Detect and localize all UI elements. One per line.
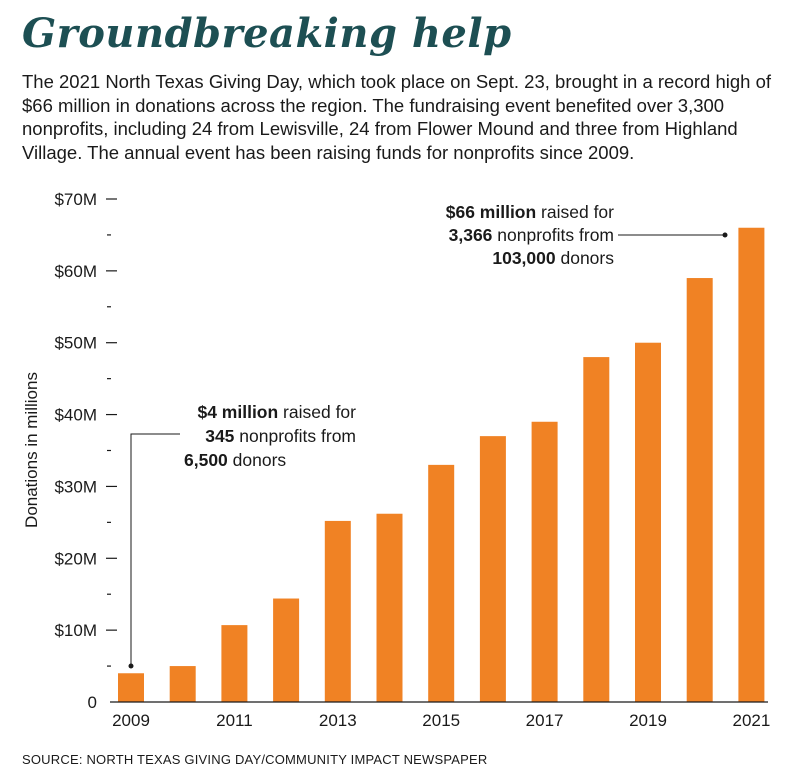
y-tick-label: 0 [88,693,97,712]
annotation-2009-line2: 345 nonprofits from [205,426,356,446]
bar-2014 [376,513,403,702]
bar-2020 [686,278,713,702]
y-tick-label: $60M [54,262,97,281]
annotation-2021-line1: $66 million raised for [446,202,614,222]
annotation-2021: $66 million raised for 3,366 nonprofits … [446,202,728,268]
bar-2016 [479,436,506,702]
annotation-2009: $4 million raised for 345 nonprofits fro… [128,402,356,669]
bars [118,227,765,702]
x-tick-label: 2009 [112,711,150,730]
x-tick-label: 2017 [526,711,564,730]
bar-2010 [169,666,196,702]
annotation-2009-dot [128,663,134,669]
x-tick-label: 2015 [422,711,460,730]
bar-2018 [583,357,610,702]
y-axis-label: Donations in millions [22,372,41,528]
bar-2009 [118,673,144,702]
bar-2013 [324,520,351,702]
annotation-2009-line3: 6,500 donors [184,450,286,470]
annotation-2021-line3: 103,000 donors [492,248,614,268]
annotation-2021-line2: 3,366 nonprofits from [449,225,614,245]
bar-2017 [531,421,558,702]
y-tick-label: $20M [54,549,97,568]
y-axis: 0 $10M $20M $30M $40M $50M $60M $70M [54,190,117,712]
chart-description: The 2021 North Texas Giving Day, which t… [22,71,772,163]
annotation-2009-leader [130,433,180,665]
annotation-2021-dot [722,232,728,238]
annotation-2009-line1: $4 million raised for [197,402,356,422]
bar-2021 [738,227,765,702]
y-tick-label: $70M [54,190,97,209]
x-tick-label: 2021 [732,711,770,730]
x-tick-label: 2011 [216,711,253,730]
y-tick-label: $30M [54,477,97,496]
y-tick-label: $50M [54,334,97,353]
bar-chart: Donations in millions 0 $10M $20M $30M $40M $… [22,190,770,730]
chart-title: Groundbreaking help [22,10,512,57]
x-tick-label: 2019 [629,711,667,730]
y-tick-label: $40M [54,406,97,425]
x-tick-label: 2013 [319,711,357,730]
y-tick-label: $10M [54,621,97,640]
x-axis: 2009 2011 2013 2015 2017 2019 2021 [112,711,770,730]
bar-2011 [221,625,248,702]
bar-2015 [428,464,455,702]
bar-2012 [273,598,300,702]
bar-2019 [635,342,661,702]
source-note: SOURCE: NORTH TEXAS GIVING DAY/COMMUNITY… [22,752,488,767]
